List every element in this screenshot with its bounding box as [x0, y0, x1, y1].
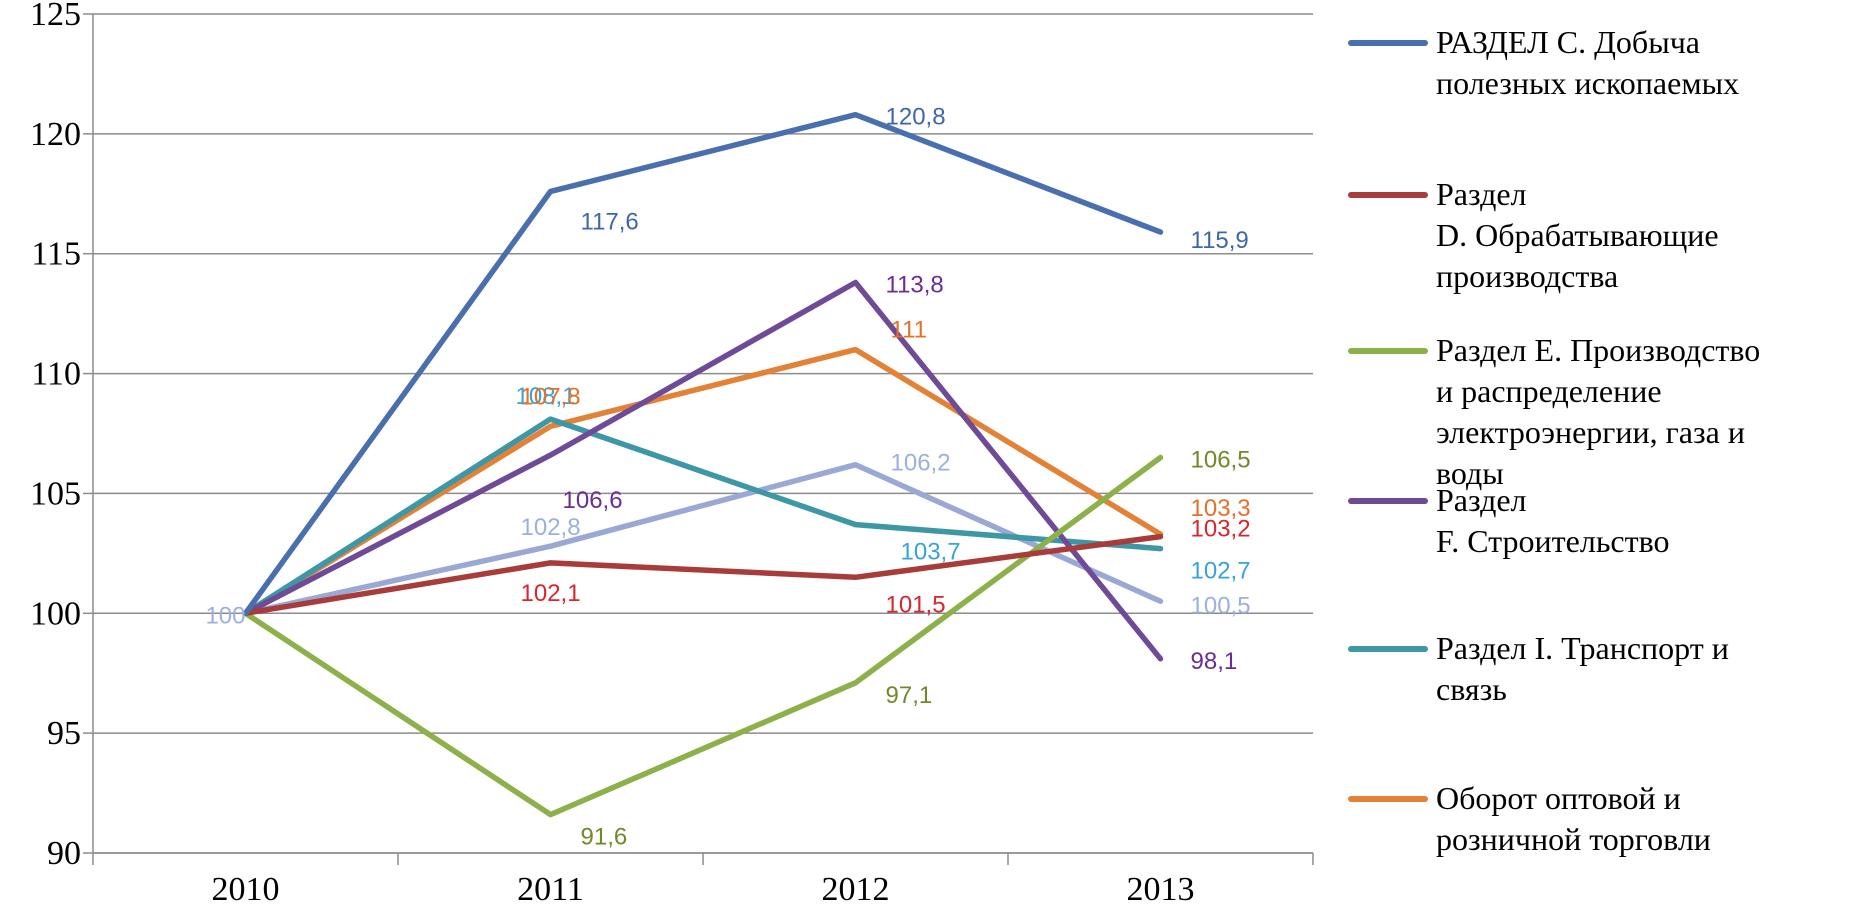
- legend-label-line: РАЗДЕЛ С. Добыча: [1436, 24, 1700, 60]
- data-label: 98,1: [1191, 648, 1238, 675]
- data-label: 100,5: [1191, 592, 1251, 619]
- x-tick-label: 2011: [517, 871, 584, 905]
- data-label: 100: [205, 602, 245, 629]
- legend-swatch: [1348, 348, 1428, 354]
- legend-label: Раздел D. Обрабатывающие производства: [1436, 174, 1860, 297]
- legend-swatch: [1348, 192, 1428, 198]
- legend-swatch: [1348, 498, 1428, 504]
- legend-label: РАЗДЕЛ С. Добыча полезных ископаемых: [1436, 22, 1860, 104]
- data-label: 103,7: [901, 539, 961, 566]
- series-line-5: [242, 346, 1164, 617]
- data-label: 91,6: [581, 824, 628, 851]
- data-label: 97,1: [886, 682, 933, 709]
- data-labels: 117,6 120,8 115,9 102,1 101,5 103,2 91,6 97,1 10…: [205, 104, 1250, 851]
- legend-label-line: Оборот оптовой и: [1436, 780, 1681, 816]
- legend-label: Раздел Е. Производство и распределение эле…: [1436, 330, 1860, 494]
- y-tick-label: 95: [47, 715, 81, 752]
- y-tick-label: 115: [31, 236, 81, 273]
- data-label: 102,8: [521, 514, 581, 541]
- data-label: 101,5: [886, 591, 946, 618]
- series-line-6: [242, 461, 1164, 617]
- data-label: 106,5: [1191, 446, 1251, 473]
- gridlines: [93, 13, 1313, 854]
- legend-label-line: розничной торговли: [1436, 821, 1711, 857]
- y-tick-label: 120: [30, 116, 81, 153]
- legend: РАЗДЕЛ С. Добыча полезных ископаемых Разде…: [1340, 0, 1860, 905]
- y-tick-label: 105: [30, 475, 81, 512]
- series-line-1: [242, 533, 1164, 617]
- series-line-4: [242, 416, 1164, 617]
- x-tick-label: 2010: [212, 871, 280, 905]
- legend-label: Раздел F. Строительство: [1436, 480, 1860, 562]
- legend-label-line: полезных ископаемых: [1436, 65, 1740, 101]
- legend-label-line: электроэнергии, газа и: [1436, 414, 1745, 450]
- y-tick-label: 90: [47, 835, 81, 872]
- y-axis-tick-labels: 90 95 100 105 110 115 120 125: [30, 0, 81, 872]
- data-label: 103,2: [1191, 516, 1251, 543]
- legend-label-line: F. Строительство: [1436, 523, 1670, 559]
- legend-swatch: [1348, 40, 1428, 46]
- series-line-3: [242, 279, 1164, 662]
- legend-swatch: [1348, 646, 1428, 652]
- data-label: 111: [891, 317, 927, 344]
- data-label: 106,2: [891, 450, 951, 477]
- series-lines: [242, 111, 1164, 818]
- series-line-2: [242, 454, 1164, 818]
- y-tick-label: 100: [30, 595, 81, 632]
- axes: [83, 13, 1314, 865]
- legend-label-line: Раздел Е. Производство: [1436, 332, 1761, 368]
- x-tick-label: 2013: [1127, 871, 1195, 905]
- data-label: 102,1: [521, 580, 581, 607]
- data-label: 113,8: [886, 271, 944, 298]
- legend-label: Оборот оптовой и розничной торговли: [1436, 778, 1860, 860]
- series-line-0: [242, 111, 1164, 617]
- legend-label-line: Раздел I. Транспорт и: [1436, 630, 1729, 666]
- data-label: 115,9: [1191, 227, 1249, 254]
- legend-label-line: D. Обрабатывающие: [1436, 217, 1719, 253]
- legend-swatch: [1348, 796, 1428, 802]
- legend-label: Раздел I. Транспорт и связь: [1436, 628, 1860, 710]
- data-label: 117,6: [581, 208, 639, 235]
- legend-label-line: Раздел: [1436, 176, 1527, 212]
- legend-label-line: связь: [1436, 671, 1507, 707]
- data-label: 107,8: [521, 383, 581, 410]
- data-label: 120,8: [886, 104, 946, 131]
- data-label: 108,1: [516, 383, 576, 410]
- legend-label-line: и распределение: [1436, 373, 1662, 409]
- legend-label-line: воды: [1436, 455, 1504, 491]
- y-tick-label: 125: [30, 0, 81, 33]
- data-label: 106,6: [563, 487, 623, 514]
- data-label: 102,7: [1191, 558, 1251, 585]
- legend-label-line: производства: [1436, 258, 1619, 294]
- data-label: 103,3: [1191, 495, 1251, 522]
- x-axis-tick-labels: 2010 2011 2012 2013: [212, 871, 1195, 905]
- x-tick-label: 2012: [822, 871, 890, 905]
- y-tick-label: 110: [31, 356, 81, 393]
- legend-label-line: Раздел: [1436, 482, 1527, 518]
